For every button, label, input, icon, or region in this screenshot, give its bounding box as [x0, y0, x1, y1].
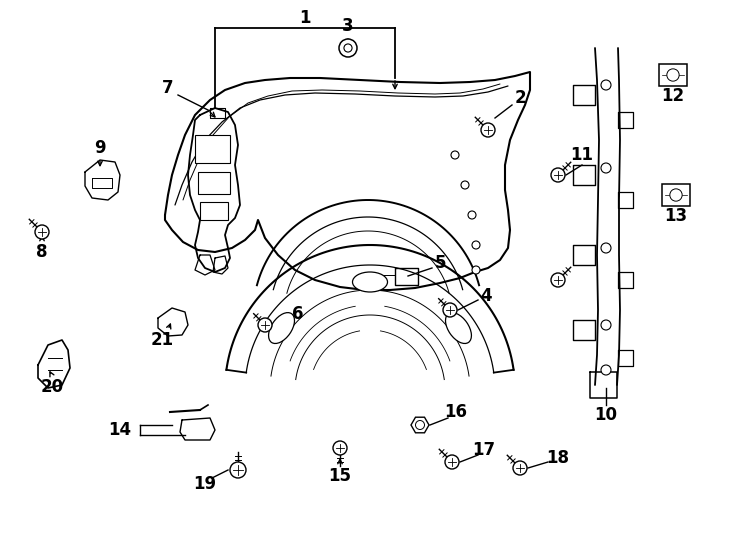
Circle shape: [468, 211, 476, 219]
Circle shape: [481, 123, 495, 137]
Polygon shape: [411, 417, 429, 433]
Circle shape: [551, 273, 565, 287]
Text: 8: 8: [36, 243, 48, 261]
Circle shape: [461, 181, 469, 189]
Circle shape: [344, 44, 352, 52]
Text: 4: 4: [480, 287, 492, 305]
Text: 14: 14: [109, 421, 131, 439]
Text: 1: 1: [299, 9, 310, 27]
Circle shape: [601, 163, 611, 173]
Circle shape: [601, 320, 611, 330]
Text: 20: 20: [40, 378, 64, 396]
Bar: [200, 202, 228, 220]
Text: 16: 16: [445, 403, 468, 421]
Circle shape: [339, 39, 357, 57]
Circle shape: [415, 421, 424, 429]
Text: 21: 21: [150, 331, 173, 349]
Circle shape: [445, 455, 459, 469]
Text: 7: 7: [162, 79, 174, 97]
Circle shape: [472, 241, 480, 249]
Text: 17: 17: [473, 441, 495, 459]
Circle shape: [601, 80, 611, 90]
Circle shape: [230, 462, 246, 478]
Text: 18: 18: [547, 449, 570, 467]
Text: 15: 15: [329, 467, 352, 485]
Bar: [659, 64, 687, 86]
Text: 13: 13: [664, 207, 688, 225]
Text: 9: 9: [94, 139, 106, 157]
Circle shape: [258, 318, 272, 332]
Circle shape: [35, 225, 49, 239]
Text: 3: 3: [342, 17, 354, 35]
Ellipse shape: [269, 313, 294, 343]
Circle shape: [670, 189, 682, 201]
Bar: [195, 135, 230, 163]
Circle shape: [443, 303, 457, 317]
Text: 5: 5: [435, 254, 446, 272]
Text: 2: 2: [515, 89, 526, 107]
Ellipse shape: [446, 313, 471, 343]
Text: 12: 12: [661, 87, 685, 105]
Circle shape: [667, 69, 679, 81]
Circle shape: [551, 168, 565, 182]
Circle shape: [601, 243, 611, 253]
Circle shape: [472, 266, 480, 274]
Text: 6: 6: [292, 305, 304, 323]
Circle shape: [513, 461, 527, 475]
Text: 10: 10: [595, 406, 617, 424]
Text: 19: 19: [194, 475, 217, 493]
Circle shape: [451, 151, 459, 159]
Text: 11: 11: [570, 146, 594, 164]
Ellipse shape: [352, 272, 388, 292]
Circle shape: [333, 441, 347, 455]
Bar: [662, 184, 690, 206]
Bar: [198, 172, 230, 194]
Circle shape: [601, 365, 611, 375]
